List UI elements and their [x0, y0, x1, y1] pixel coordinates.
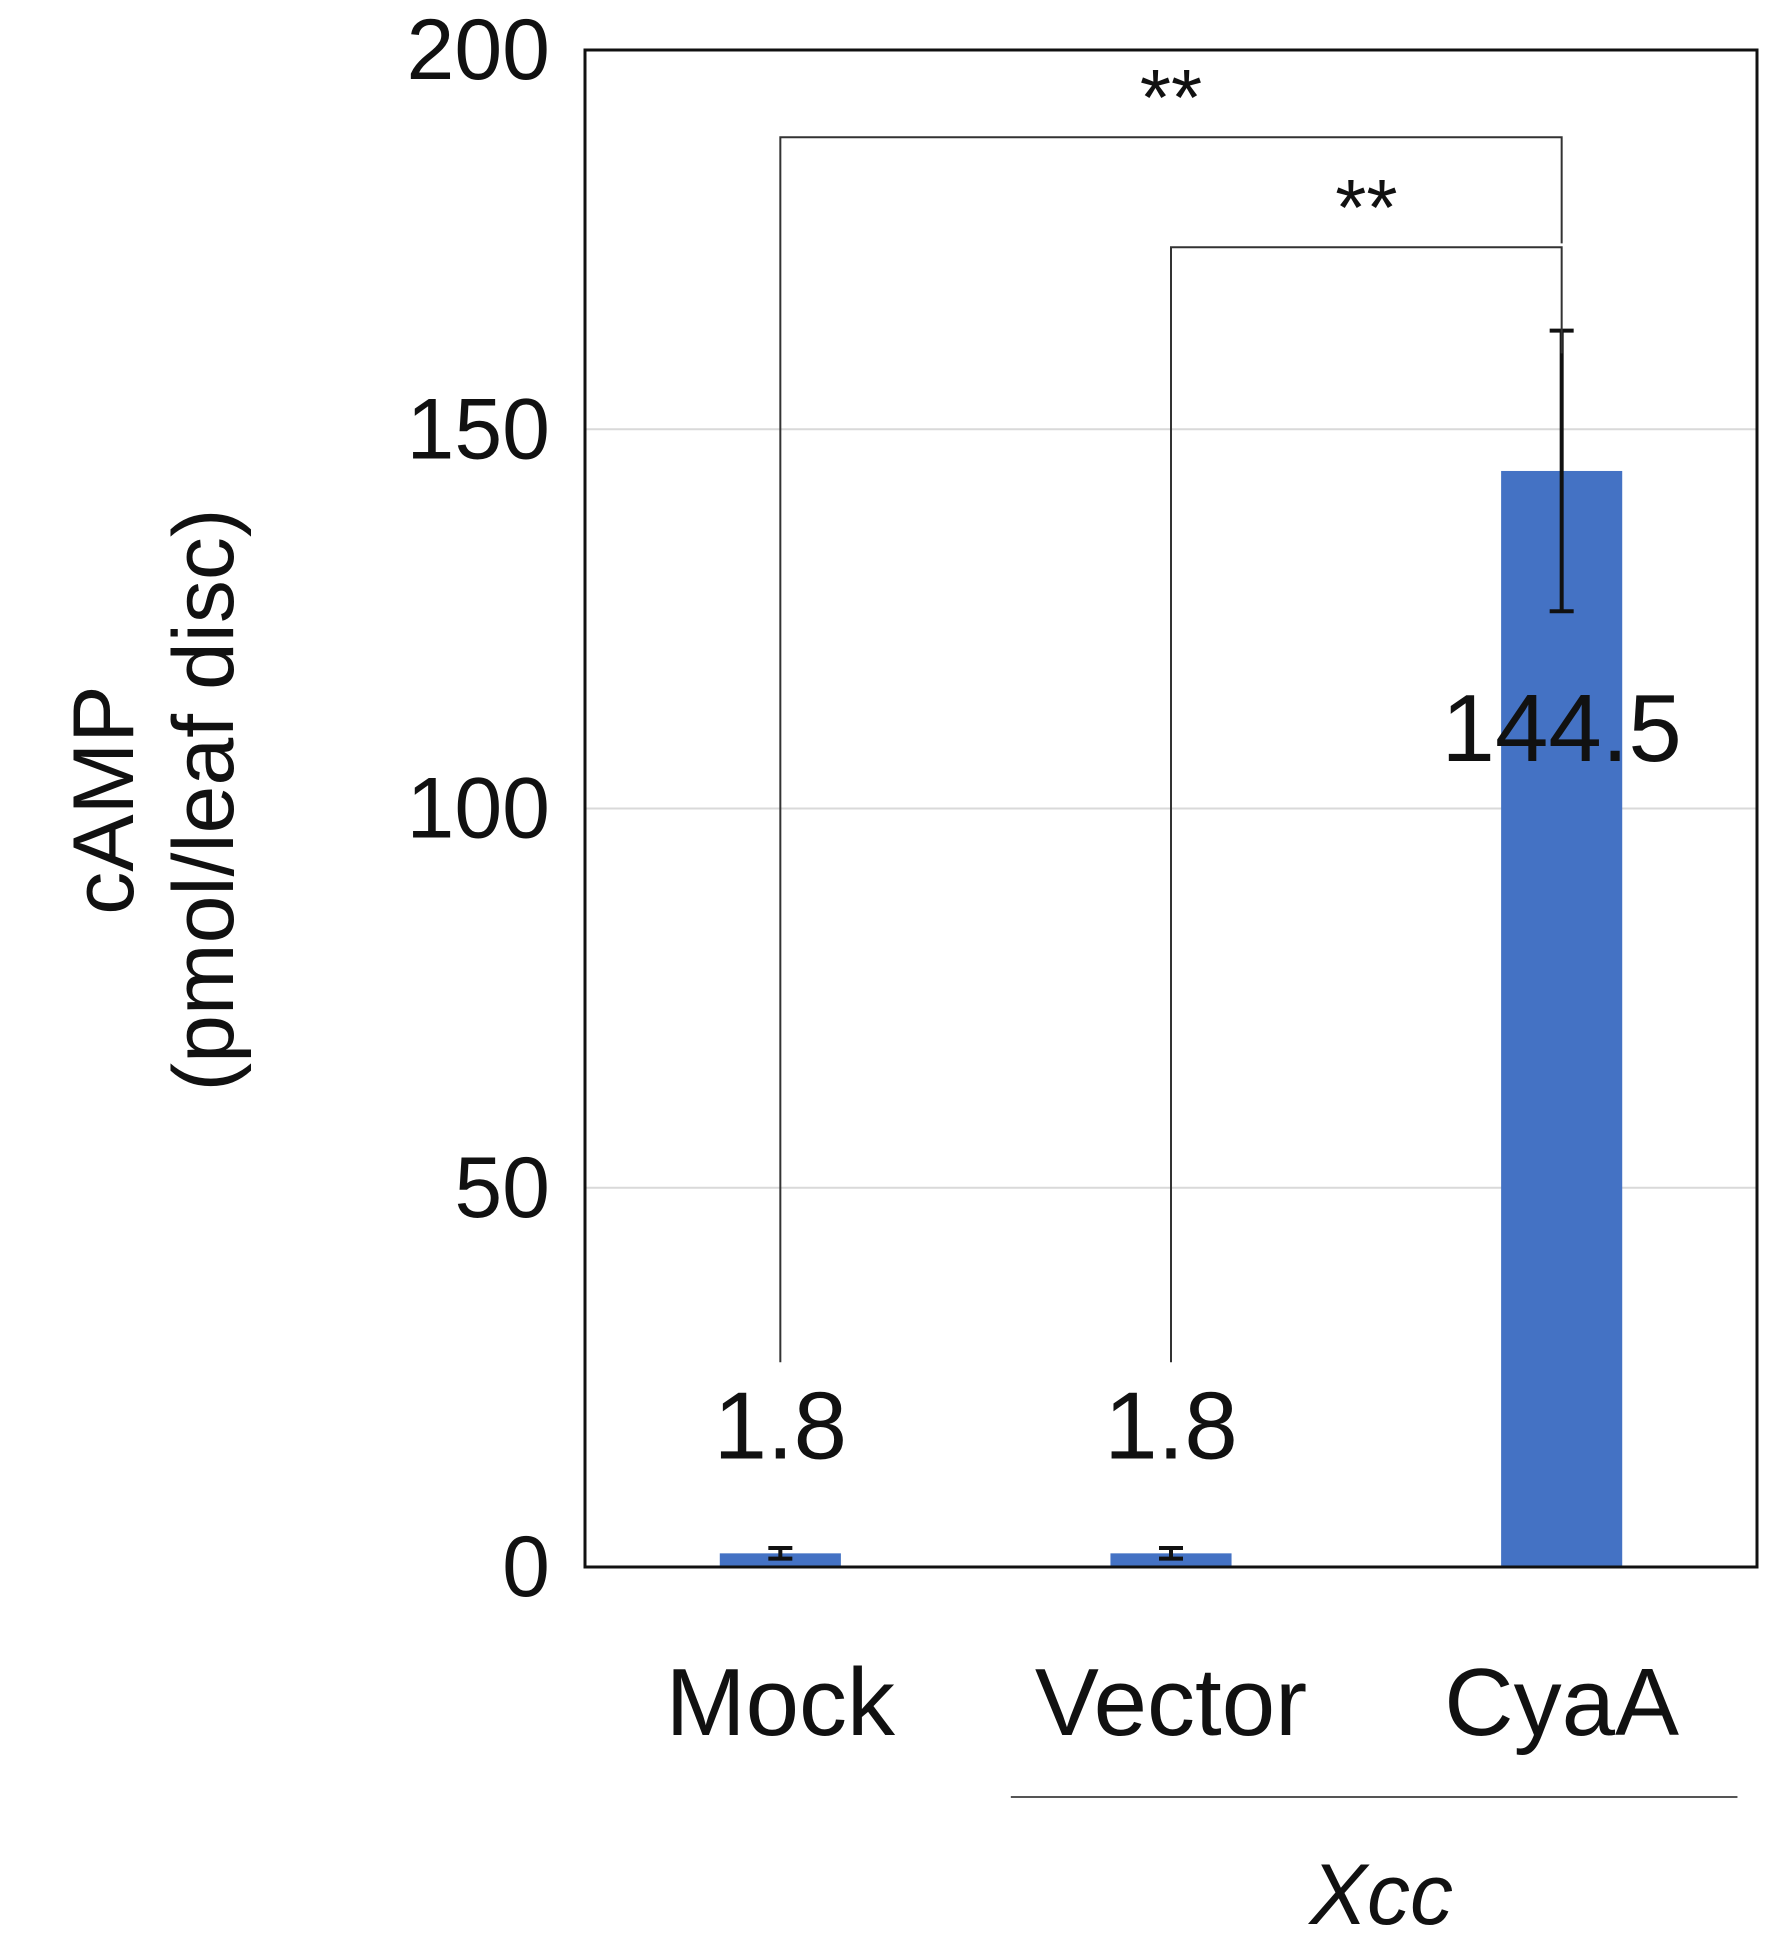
group-label-xcc: Xcc: [1308, 1847, 1453, 1940]
x-tick-label-cyaa: CyaA: [1444, 1649, 1679, 1756]
y-tick-labels: 0 50 100 150 200: [407, 2, 551, 1615]
y-axis-title: cAMP (pmol/leaf disc): [56, 508, 252, 1091]
data-label-cyaa: 144.5: [1442, 675, 1682, 782]
y-tick-label-50: 50: [454, 1140, 550, 1236]
data-labels: 1.8 1.8 144.5: [714, 675, 1682, 1479]
y-tick-label-100: 100: [407, 761, 551, 857]
y-tick-label-150: 150: [407, 381, 551, 477]
y-tick-label-0: 0: [502, 1519, 550, 1615]
significance-label-2: **: [1335, 163, 1397, 252]
significance-brackets: ** **: [779, 53, 1563, 1363]
significance-label-1: **: [1140, 53, 1202, 142]
y-axis-label: cAMP: [56, 685, 152, 914]
bars: [719, 470, 1623, 1567]
plot-area-frame: [583, 48, 1759, 1569]
y-axis-units: (pmol/leaf disc): [156, 508, 252, 1091]
bar-cyaa: [1501, 470, 1623, 1567]
x-tick-label-vector: Vector: [1035, 1649, 1307, 1756]
significance-bracket-2: [1170, 246, 1563, 1363]
y-tick-label-200: 200: [407, 2, 551, 98]
error-bars: [768, 328, 1574, 1561]
data-label-vector: 1.8: [1104, 1372, 1237, 1479]
data-label-mock: 1.8: [714, 1372, 847, 1479]
x-tick-labels: Mock Vector CyaA: [666, 1649, 1679, 1756]
significance-bracket-1: [779, 136, 1563, 1363]
x-tick-label-mock: Mock: [666, 1649, 896, 1756]
